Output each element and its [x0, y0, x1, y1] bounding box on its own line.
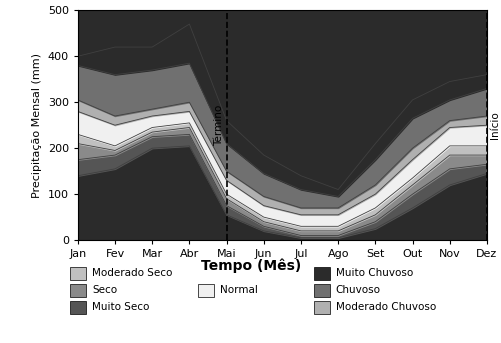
Text: Seco: Seco: [92, 285, 117, 295]
Text: Normal: Normal: [220, 285, 258, 295]
Text: Moderado Chuvoso: Moderado Chuvoso: [335, 302, 435, 312]
Text: Muito Seco: Muito Seco: [92, 302, 149, 312]
Text: Término: Término: [213, 105, 223, 146]
Text: Chuvoso: Chuvoso: [335, 285, 380, 295]
Text: Moderado Seco: Moderado Seco: [92, 268, 172, 278]
Text: Início: Início: [489, 111, 499, 139]
Text: Muito Chuvoso: Muito Chuvoso: [335, 268, 412, 278]
Y-axis label: Precipitação Mensal (mm): Precipitação Mensal (mm): [32, 53, 42, 198]
Text: Tempo (Mês): Tempo (Mês): [200, 259, 301, 273]
